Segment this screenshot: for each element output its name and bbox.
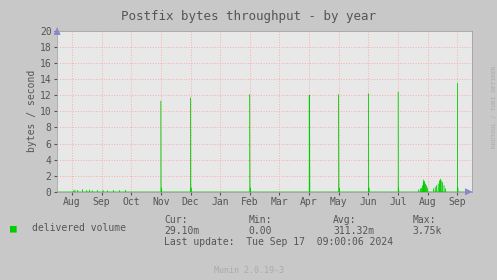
Text: Avg:: Avg:: [333, 215, 356, 225]
Text: 3.75k: 3.75k: [413, 226, 442, 236]
Text: 0.00: 0.00: [248, 226, 272, 236]
Text: Cur:: Cur:: [164, 215, 187, 225]
Text: Min:: Min:: [248, 215, 272, 225]
Text: ■: ■: [10, 223, 17, 233]
Text: Last update:  Tue Sep 17  09:00:06 2024: Last update: Tue Sep 17 09:00:06 2024: [164, 237, 393, 247]
Text: 311.32m: 311.32m: [333, 226, 374, 236]
Text: 29.10m: 29.10m: [164, 226, 199, 236]
Text: Max:: Max:: [413, 215, 436, 225]
Text: Postfix bytes throughput - by year: Postfix bytes throughput - by year: [121, 10, 376, 23]
Text: RRDTOOL / TOBI OETIKER: RRDTOOL / TOBI OETIKER: [491, 65, 496, 148]
Text: delivered volume: delivered volume: [32, 223, 126, 233]
Text: Munin 2.0.19-3: Munin 2.0.19-3: [214, 266, 283, 275]
Y-axis label: bytes / second: bytes / second: [27, 70, 37, 152]
